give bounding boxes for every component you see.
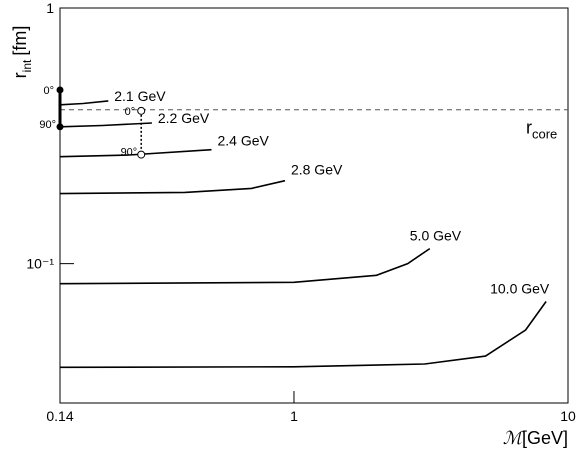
plot-frame: [59, 7, 569, 404]
x-tick-label: 1: [290, 408, 298, 424]
curve: [59, 301, 547, 369]
y-label-base: r: [10, 72, 30, 78]
angle-label: 90°: [121, 147, 138, 159]
curve-label: 2.8 GeV: [291, 162, 343, 178]
curve: [59, 148, 212, 158]
angle-label: 0°: [125, 106, 136, 118]
reference-label-sub: core: [532, 127, 557, 142]
curve: [59, 247, 431, 285]
y-tick-label: 10⁻¹: [26, 256, 54, 272]
angle-point: [56, 86, 64, 94]
y-axis-label: rint [fm]: [10, 26, 34, 79]
curve-label: 10.0 GeV: [490, 281, 550, 297]
curve: [59, 100, 109, 106]
x-label-rest: [GeV]: [522, 428, 568, 448]
x-label-base: ℳ: [503, 428, 525, 448]
angle-label: 0°: [43, 85, 54, 97]
x-tick-label: 0.14: [46, 408, 73, 424]
reference-label-base: r: [526, 118, 532, 138]
curve-label: 2.1 GeV: [114, 88, 166, 104]
curve: [59, 179, 286, 195]
reference-label: rcore: [526, 118, 557, 142]
angle-point: [137, 106, 146, 115]
y-tick-label: 1: [46, 0, 54, 16]
angle-label: 90°: [39, 119, 56, 131]
curve-label: 2.4 GeV: [217, 133, 269, 149]
angle-point: [137, 150, 146, 159]
curve-label: 2.2 GeV: [158, 110, 210, 126]
x-tick-label: 10: [560, 408, 576, 424]
x-axis-label: ℳ[GeV]: [503, 428, 568, 448]
curve-label: 5.0 GeV: [410, 228, 462, 244]
angle-point: [56, 123, 64, 131]
curve: [59, 122, 152, 128]
y-label-rest: [fm]: [10, 26, 30, 56]
y-label-sub: int: [20, 59, 34, 72]
